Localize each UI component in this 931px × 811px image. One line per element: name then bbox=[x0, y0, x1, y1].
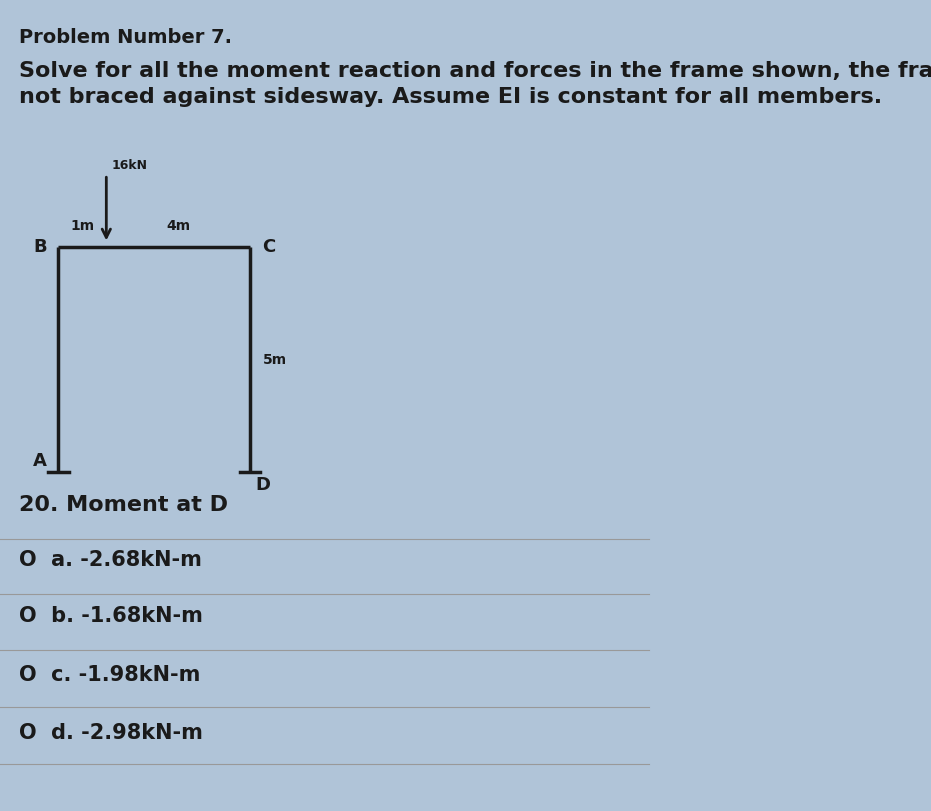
Text: 4m: 4m bbox=[166, 219, 190, 233]
Text: Problem Number 7.: Problem Number 7. bbox=[20, 28, 233, 47]
Text: 16kN: 16kN bbox=[112, 159, 147, 172]
Text: Solve for all the moment reaction and forces in the frame shown, the frame is
no: Solve for all the moment reaction and fo… bbox=[20, 61, 931, 107]
Text: O  a. -2.68kN-m: O a. -2.68kN-m bbox=[20, 550, 202, 569]
Text: 1m: 1m bbox=[71, 219, 94, 233]
Text: 5m: 5m bbox=[263, 353, 287, 367]
Text: C: C bbox=[262, 238, 275, 256]
Text: O  c. -1.98kN-m: O c. -1.98kN-m bbox=[20, 665, 201, 684]
Text: D: D bbox=[255, 476, 270, 494]
Text: B: B bbox=[34, 238, 47, 256]
Text: 20. Moment at D: 20. Moment at D bbox=[20, 495, 228, 515]
Text: O  d. -2.98kN-m: O d. -2.98kN-m bbox=[20, 723, 203, 743]
Text: A: A bbox=[33, 453, 47, 470]
Text: O  b. -1.68kN-m: O b. -1.68kN-m bbox=[20, 607, 203, 626]
